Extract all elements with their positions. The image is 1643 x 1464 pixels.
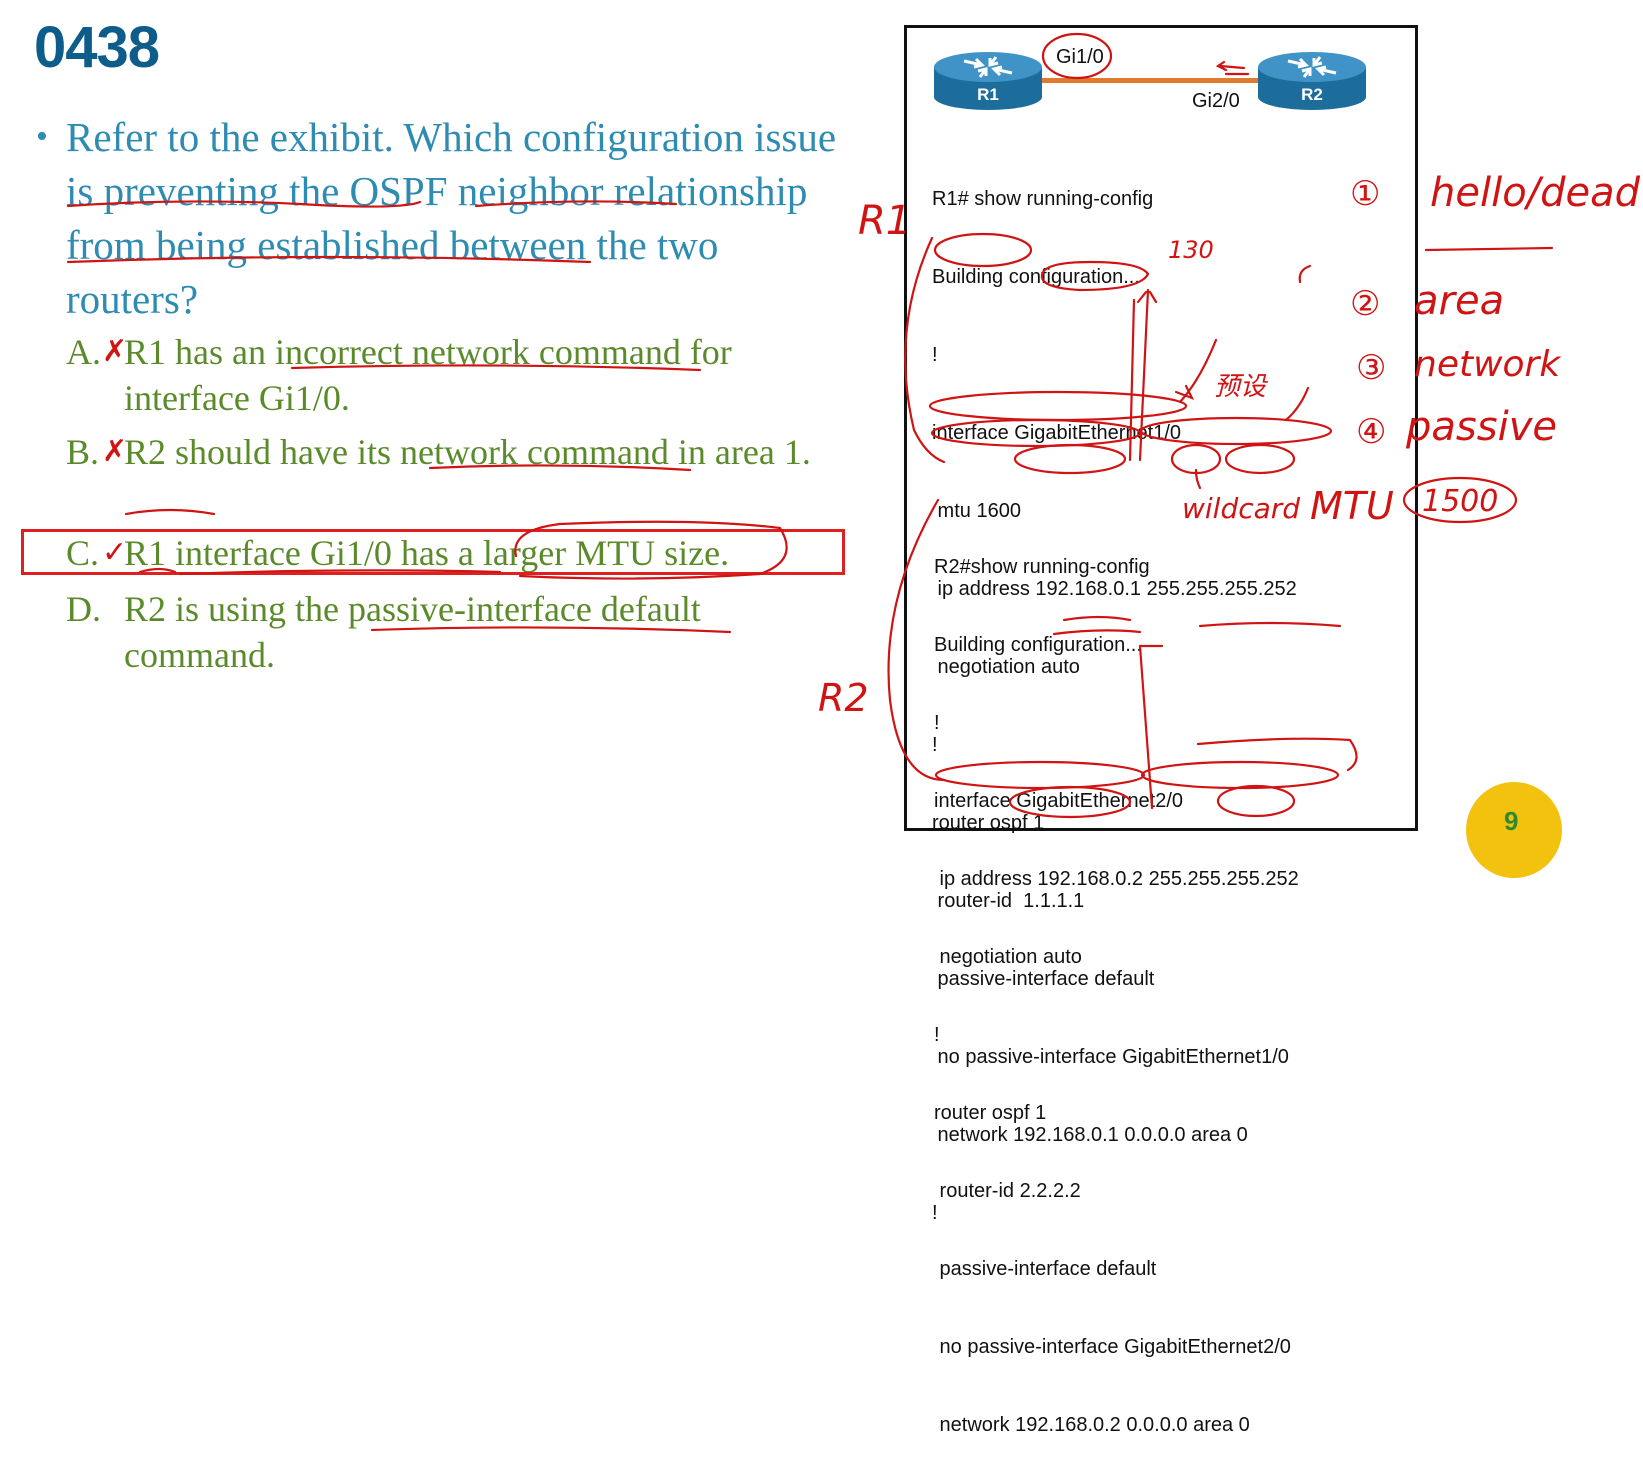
ink-checklist-num: ③ [1356, 348, 1387, 388]
config-line: R2#show running-config [934, 556, 1150, 578]
interface-label-gi1-0: Gi1/0 [1056, 46, 1104, 68]
router-label: R2 [1301, 85, 1323, 104]
option-d[interactable]: D. R2 is using the passive-interface def… [66, 586, 846, 678]
bullet: • [36, 118, 48, 155]
ink-mtu: MTU [1310, 484, 1394, 528]
router-r2: R2 [1258, 45, 1366, 111]
router-icon [1258, 52, 1366, 110]
corner-logo-icon: 9 [1466, 782, 1562, 878]
ink-checklist-num: ① [1350, 174, 1381, 214]
config-line: Building configuration... [934, 634, 1142, 656]
ink-wildcard: wildcard [1182, 492, 1301, 525]
config-line: ip address 192.168.0.1 255.255.255.252 [932, 578, 1297, 600]
option-text: R2 is using the passive-interface defaul… [124, 589, 701, 675]
cross-mark-icon: ✗ [102, 434, 128, 469]
option-text: R1 has an incorrect network command for … [124, 332, 732, 418]
option-letter: D. [66, 589, 101, 629]
option-text: R2 should have its network command in ar… [124, 432, 811, 472]
ink-default-note: 预设 [1214, 372, 1267, 402]
answer-highlight-box [21, 529, 845, 575]
config-line: router ospf 1 [934, 1102, 1047, 1124]
ink-mtu-value: 1500 [1422, 484, 1499, 519]
config-line: ! [932, 344, 938, 366]
link-line [1042, 78, 1260, 83]
ink-checklist-text: area [1414, 278, 1505, 324]
config-line: router-id 2.2.2.2 [934, 1180, 1081, 1202]
ink-checklist-text: hello/dead [1430, 170, 1641, 216]
cross-mark-icon: ✗ [102, 334, 128, 369]
option-a[interactable]: A. ✗ R1 has an incorrect network command… [66, 329, 846, 421]
option-letter: C. [66, 533, 100, 573]
ink-label-r1: R1 [858, 198, 912, 244]
logo-text: 9 [1504, 806, 1519, 836]
config-line: passive-interface default [934, 1258, 1157, 1280]
config-line: ! [934, 712, 940, 734]
option-b[interactable]: B. ✗ R2 should have its network command … [66, 429, 846, 475]
ink-label-r2: R2 [818, 676, 869, 720]
question-text: Refer to the exhibit. Which configuratio… [66, 114, 837, 322]
r2-config: R2#show running-config Building configur… [934, 502, 1299, 1464]
config-line: no passive-interface GigabitEthernet2/0 [934, 1336, 1291, 1358]
config-line: negotiation auto [932, 656, 1080, 678]
check-mark-icon: ✓ [102, 535, 128, 570]
option-letter: A. [66, 332, 101, 372]
ink-checklist-text: passive [1406, 404, 1557, 450]
config-line: ! [934, 1024, 940, 1046]
config-line: interface GigabitEthernet2/0 [934, 790, 1184, 812]
slide-title: 0438 [34, 15, 160, 80]
ink-checklist-num: ④ [1356, 412, 1387, 452]
ink-checklist-num: ② [1350, 284, 1381, 324]
option-letter: B. [66, 432, 100, 472]
config-line: Building configuration... [932, 266, 1140, 288]
router-label: R1 [977, 85, 999, 104]
config-line: negotiation auto [934, 946, 1082, 968]
ink-mtu-note: 130 [1168, 236, 1214, 264]
question: • Refer to the exhibit. Which configurat… [36, 110, 856, 326]
config-line: mtu 1600 [932, 500, 1021, 522]
config-line: R1# show running-config [932, 188, 1154, 210]
router-r1: R1 [934, 45, 1042, 111]
interface-label-gi2-0: Gi2/0 [1192, 90, 1240, 112]
ink-checklist-text: network [1414, 344, 1561, 385]
router-icon [934, 52, 1042, 110]
config-line: interface GigabitEthernet1/0 [932, 422, 1182, 444]
config-line: ip address 192.168.0.2 255.255.255.252 [934, 868, 1299, 890]
config-line: network 192.168.0.2 0.0.0.0 area 0 [934, 1414, 1250, 1436]
